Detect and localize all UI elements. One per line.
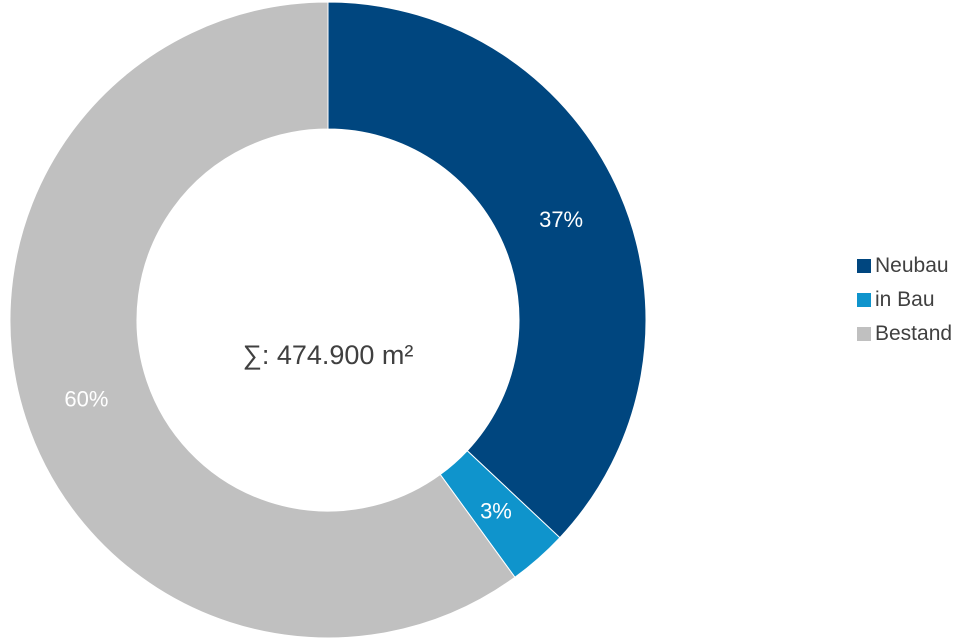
legend-item-bestand: Bestand	[857, 317, 952, 351]
legend-label-in-bau: in Bau	[875, 288, 935, 311]
slice-label-bestand: 60%	[64, 386, 108, 411]
legend-swatch-neubau	[857, 259, 871, 273]
legend-item-neubau: Neubau	[857, 249, 952, 283]
slice-bestand	[9, 1, 516, 639]
slices-group	[9, 1, 647, 639]
slice-labels-group: 37% 3% 60%	[64, 207, 583, 523]
center-total-label: ∑: 474.900 m²	[243, 340, 414, 370]
legend-item-in-bau: in Bau	[857, 283, 952, 317]
legend-label-bestand: Bestand	[875, 322, 953, 345]
legend-label-neubau: Neubau	[875, 254, 949, 277]
legend-swatch-in-bau	[857, 293, 871, 307]
legend: Neubau in Bau Bestand	[857, 249, 952, 351]
legend-swatch-bestand	[857, 327, 871, 341]
slice-label-in-bau: 3%	[480, 499, 512, 524]
slice-label-neubau: 37%	[539, 207, 583, 232]
slice-neubau	[327, 1, 647, 539]
